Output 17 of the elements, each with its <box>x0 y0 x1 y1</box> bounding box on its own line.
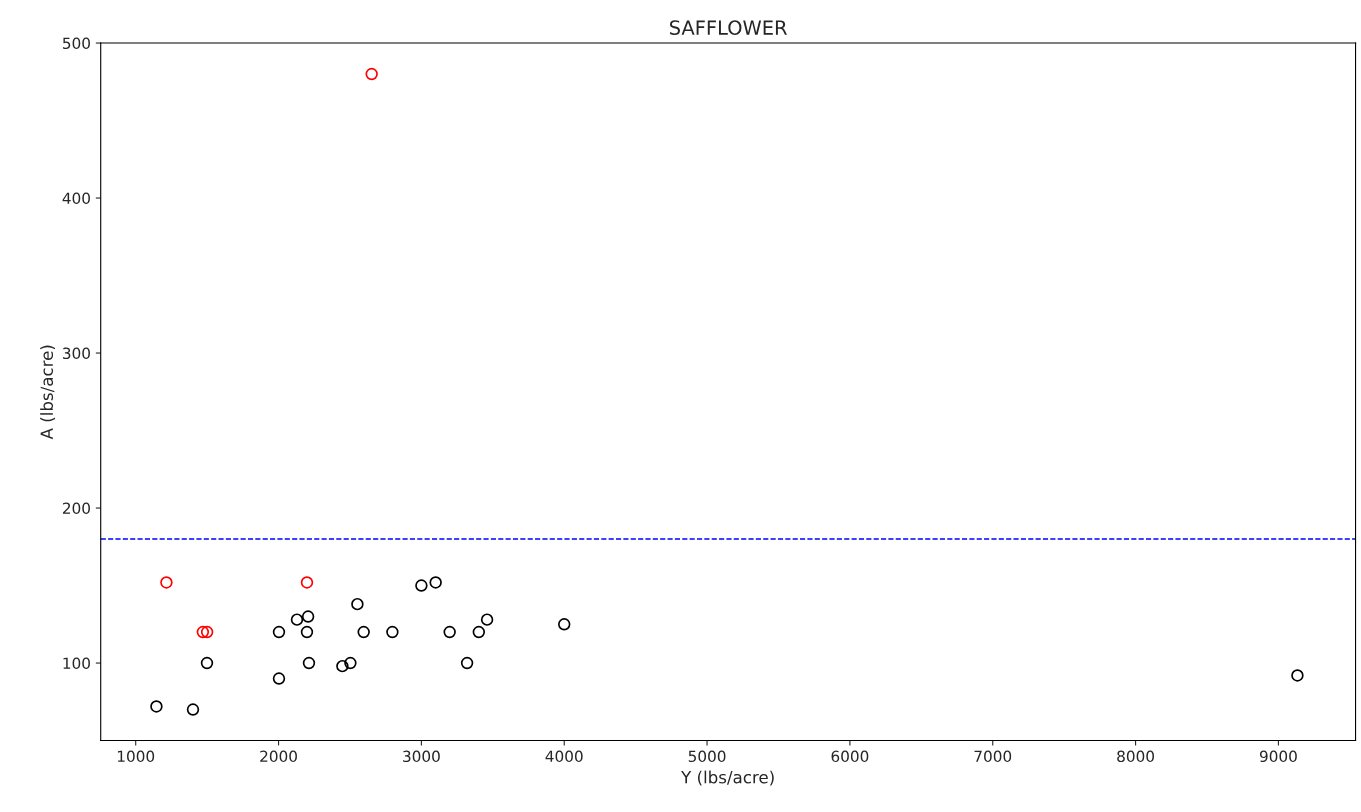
y-tick-label: 200 <box>62 502 90 515</box>
x-tick-label: 4000 <box>545 750 583 763</box>
x-axis-title: Y (lbs/acre) <box>681 770 774 786</box>
x-tick-label: 2000 <box>260 750 297 763</box>
y-tick-label: 300 <box>63 347 90 360</box>
x-tick-label: 1000 <box>117 750 155 763</box>
y-tick-label: 400 <box>62 192 90 205</box>
x-tick-label: 9000 <box>1259 750 1297 763</box>
chart-title: SAFFLOWER <box>670 20 787 35</box>
x-tick-label: 5000 <box>688 750 726 763</box>
x-tick-label: 8000 <box>1117 750 1155 763</box>
x-tick-label: 6000 <box>831 750 869 763</box>
x-tick-label: 7000 <box>974 750 1012 763</box>
y-tick-label: 500 <box>63 37 90 50</box>
y-axis-title: A (lbs/acre) <box>40 345 56 440</box>
x-tick-label: 3000 <box>403 750 440 763</box>
y-tick-label: 100 <box>63 657 90 670</box>
